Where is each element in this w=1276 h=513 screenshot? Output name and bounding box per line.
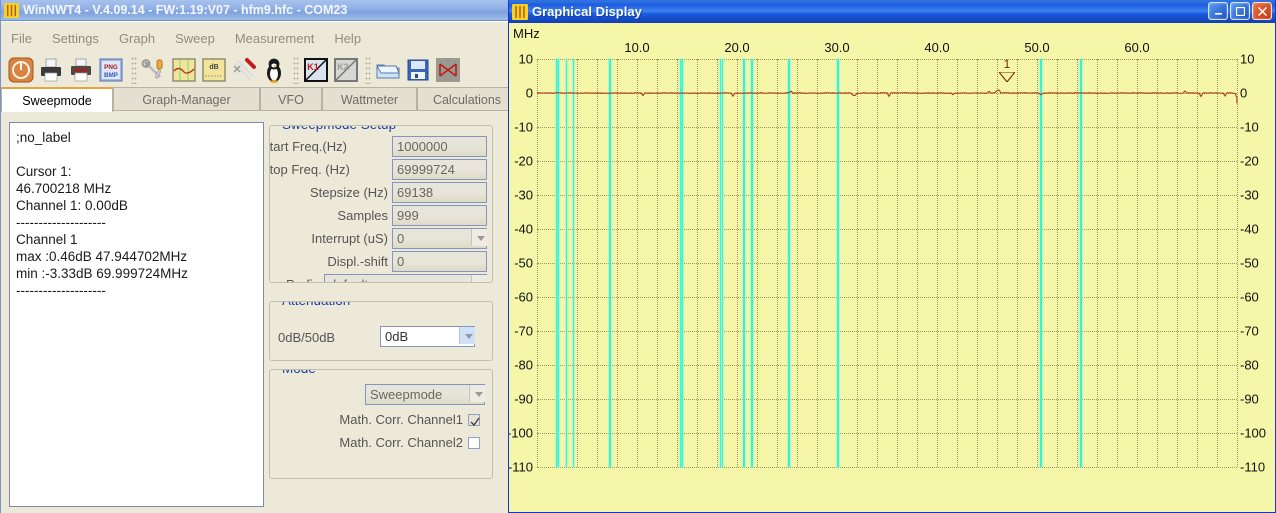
svg-text:K2: K2: [337, 62, 349, 72]
svg-text:PNG: PNG: [104, 64, 118, 71]
svg-text:K1: K1: [307, 62, 319, 72]
svg-text:BMP: BMP: [104, 72, 118, 79]
svg-text:dB: dB: [209, 64, 218, 71]
